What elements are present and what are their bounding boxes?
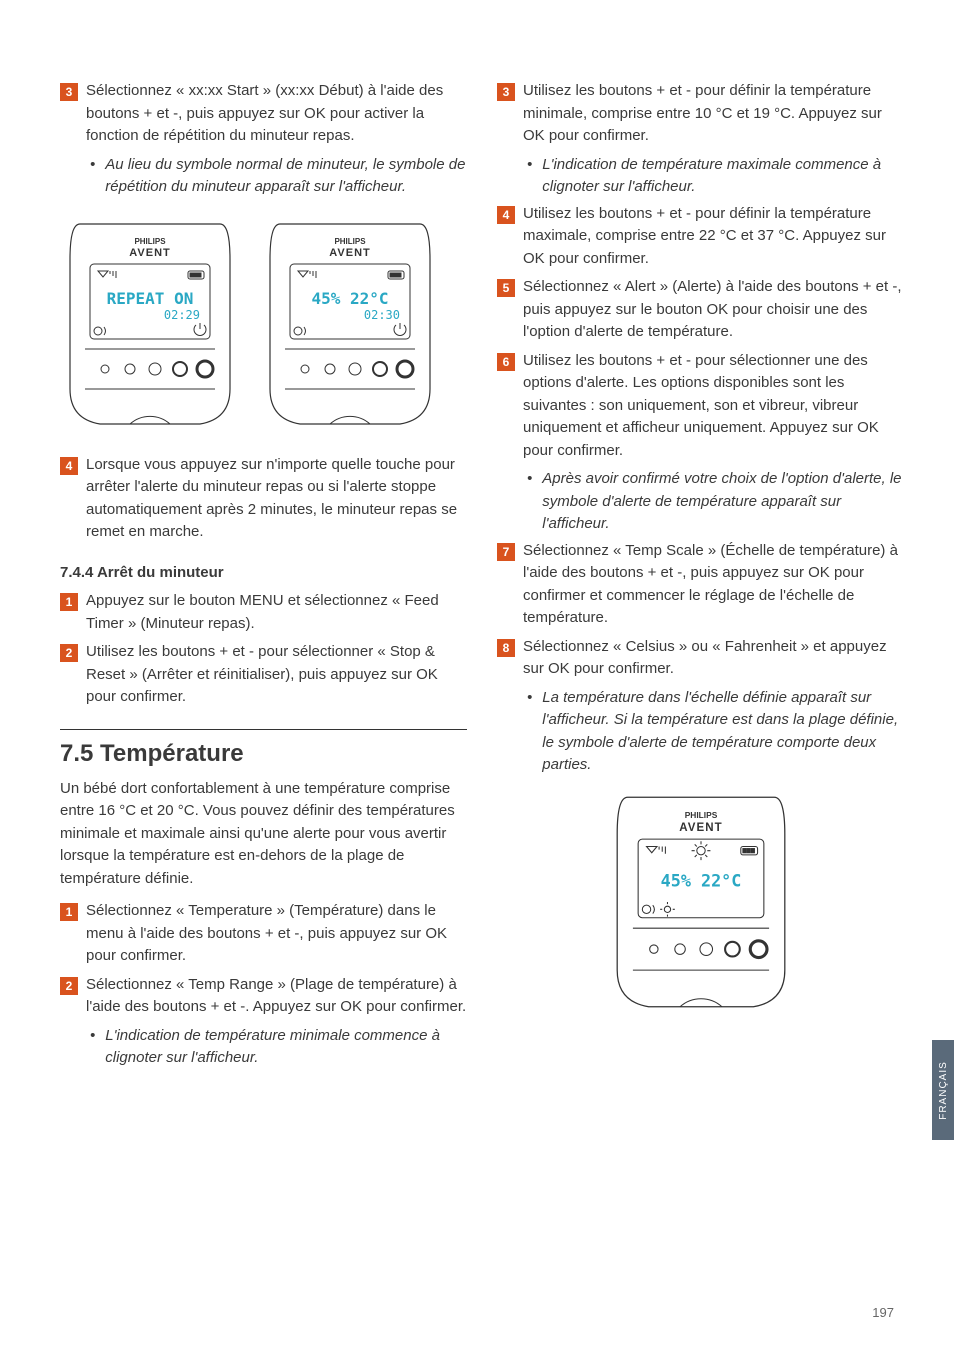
right-step-7: 7 Sélectionnez « Temp Scale » (Échelle d…	[497, 540, 904, 630]
step-number-icon: 2	[60, 644, 78, 662]
right-step3-note: L'indication de température maximale com…	[527, 154, 904, 199]
page-content: 3 Sélectionnez « xx:xx Start » (xx:xx Dé…	[0, 0, 954, 1114]
right-step-4: 4 Utilisez les boutons + et - pour défin…	[497, 203, 904, 271]
sub744-step-2: 2 Utilisez les boutons + et - pour sélec…	[60, 641, 467, 709]
left-step-3: 3 Sélectionnez « xx:xx Start » (xx:xx Dé…	[60, 80, 467, 148]
step-text: Utilisez les boutons + et - pour sélecti…	[523, 350, 904, 463]
svg-text:PHILIPS: PHILIPS	[334, 237, 366, 246]
svg-text:45% 22°C: 45% 22°C	[660, 870, 741, 890]
language-tab: FRANÇAIS	[932, 1040, 954, 1140]
subheading-744: 7.4.4 Arrêt du minuteur	[60, 562, 467, 585]
sec75-step-2: 2 Sélectionnez « Temp Range » (Plage de …	[60, 974, 467, 1019]
step-text: Sélectionnez « Temp Scale » (Échelle de …	[523, 540, 904, 630]
device-figure-row: PHILIPS AVENT REPEAT ON 02:29	[60, 219, 467, 429]
device-illustration-right: PHILIPS AVENT 45% 22°C 02:30	[260, 219, 440, 429]
step-text: Sélectionnez « Celsius » ou « Fahrenheit…	[523, 636, 904, 681]
svg-text:REPEAT ON: REPEAT ON	[107, 289, 194, 308]
svg-text:AVENT: AVENT	[679, 821, 722, 833]
step-number-icon: 5	[497, 279, 515, 297]
right-step6-note: Après avoir confirmé votre choix de l'op…	[527, 468, 904, 536]
step-text: Utilisez les boutons + et - pour sélecti…	[86, 641, 467, 709]
section-75-heading: 7.5 Température	[60, 729, 467, 772]
svg-text:AVENT: AVENT	[129, 247, 170, 259]
step-number-icon: 4	[497, 206, 515, 224]
svg-text:PHILIPS: PHILIPS	[134, 237, 166, 246]
step-text: Sélectionnez « Temperature » (Températur…	[86, 900, 467, 968]
step-number-icon: 8	[497, 639, 515, 657]
right-step-6: 6 Utilisez les boutons + et - pour sélec…	[497, 350, 904, 463]
right-column: 3 Utilisez les boutons + et - pour défin…	[497, 80, 904, 1074]
page-number: 197	[872, 1305, 894, 1320]
step-text: Utilisez les boutons + et - pour définir…	[523, 80, 904, 148]
step-number-icon: 3	[60, 83, 78, 101]
step-number-icon: 1	[60, 903, 78, 921]
left-column: 3 Sélectionnez « xx:xx Start » (xx:xx Dé…	[60, 80, 467, 1074]
sec75-step2-note: L'indication de température minimale com…	[90, 1025, 467, 1070]
right-step-3: 3 Utilisez les boutons + et - pour défin…	[497, 80, 904, 148]
svg-text:45% 22°C: 45% 22°C	[311, 289, 388, 308]
step-text: Sélectionnez « xx:xx Start » (xx:xx Débu…	[86, 80, 467, 148]
step-text: Sélectionnez « Alert » (Alerte) à l'aide…	[523, 276, 904, 344]
right-step8-note: La température dans l'échelle définie ap…	[527, 687, 904, 777]
svg-text:02:30: 02:30	[364, 308, 400, 322]
step-number-icon: 3	[497, 83, 515, 101]
step-number-icon: 6	[497, 353, 515, 371]
step-number-icon: 2	[60, 977, 78, 995]
step-number-icon: 4	[60, 457, 78, 475]
step3-note: Au lieu du symbole normal de minuteur, l…	[90, 154, 467, 199]
right-step-8: 8 Sélectionnez « Celsius » ou « Fahrenhe…	[497, 636, 904, 681]
device-illustration-left: PHILIPS AVENT REPEAT ON 02:29	[60, 219, 240, 429]
svg-text:PHILIPS: PHILIPS	[684, 810, 717, 820]
sub744-step-1: 1 Appuyez sur le bouton MENU et sélectio…	[60, 590, 467, 635]
right-step-5: 5 Sélectionnez « Alert » (Alerte) à l'ai…	[497, 276, 904, 344]
step-text: Appuyez sur le bouton MENU et sélectionn…	[86, 590, 467, 635]
section-75-intro: Un bébé dort confortablement à une tempé…	[60, 778, 467, 891]
device-figure-single: PHILIPS AVENT 45% 22°C	[497, 792, 904, 1012]
svg-text:02:29: 02:29	[164, 308, 200, 322]
device-illustration-temp: PHILIPS AVENT 45% 22°C	[601, 792, 801, 1012]
step-number-icon: 7	[497, 543, 515, 561]
step-text: Sélectionnez « Temp Range » (Plage de te…	[86, 974, 467, 1019]
svg-text:AVENT: AVENT	[329, 247, 370, 259]
sec75-step-1: 1 Sélectionnez « Temperature » (Températ…	[60, 900, 467, 968]
step-text: Lorsque vous appuyez sur n'importe quell…	[86, 454, 467, 544]
step-text: Utilisez les boutons + et - pour définir…	[523, 203, 904, 271]
left-step-4: 4 Lorsque vous appuyez sur n'importe que…	[60, 454, 467, 544]
step-number-icon: 1	[60, 593, 78, 611]
language-label: FRANÇAIS	[938, 1061, 949, 1120]
